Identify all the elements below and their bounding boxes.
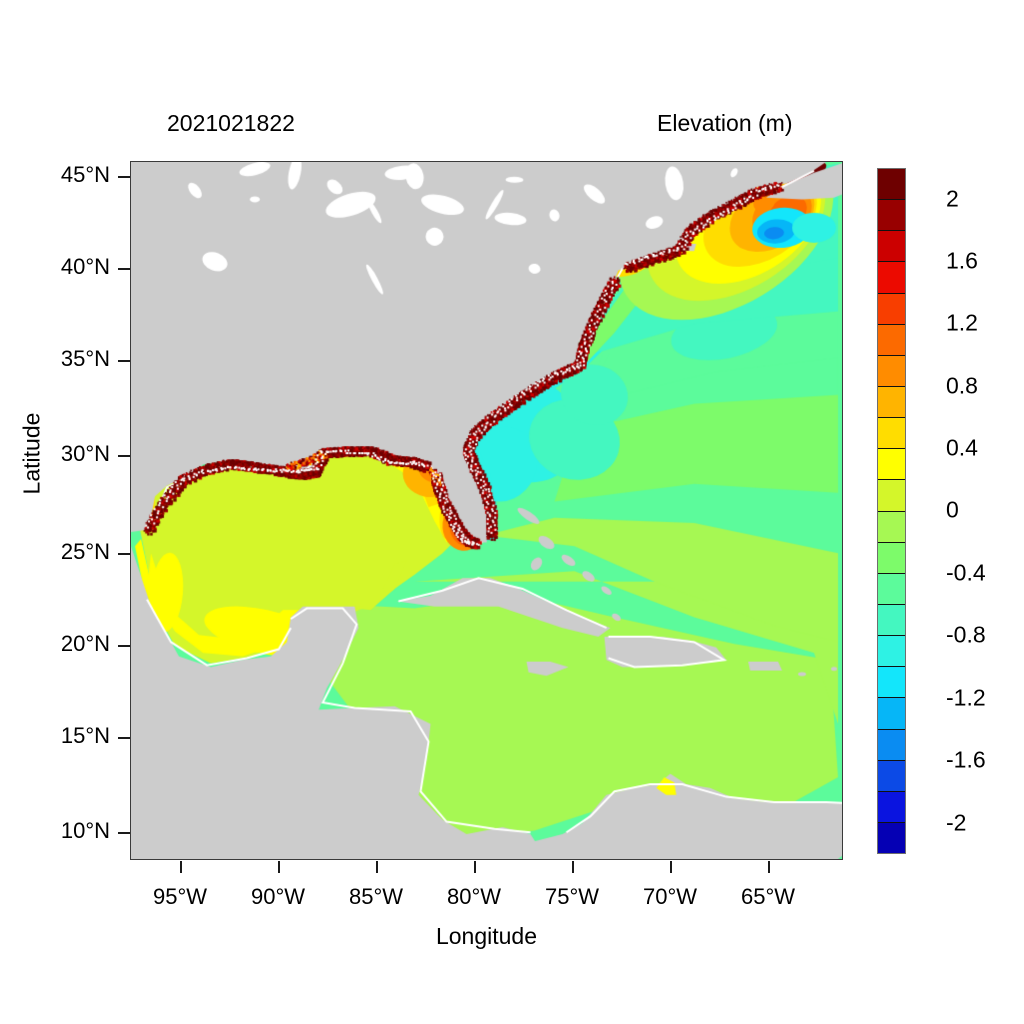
y-tick-label: 45°N [60, 162, 110, 187]
y-tick-label: 25°N [60, 539, 110, 564]
colorbar-swatch [878, 169, 905, 201]
x-tick-mark [474, 861, 476, 873]
y-tick-mark [118, 360, 130, 362]
colorbar-swatch [878, 822, 905, 854]
colorbar [877, 168, 906, 854]
colorbar-swatch [878, 231, 905, 263]
y-tick-label: 30°N [60, 441, 110, 466]
map-title: 2021021822 [167, 110, 295, 136]
colorbar-swatch [878, 667, 905, 699]
y-tick-mark [118, 553, 130, 555]
x-tick-label: 85°W [348, 884, 404, 909]
colorbar-swatch [878, 636, 905, 668]
y-tick-label: 20°N [60, 631, 110, 656]
y-tick-mark [118, 268, 130, 270]
elevation-heatmap-canvas [131, 162, 842, 859]
colorbar-swatch [878, 791, 905, 823]
y-tick-label: 35°N [60, 346, 110, 371]
colorbar-swatch [878, 293, 905, 325]
colorbar-swatch [878, 760, 905, 792]
y-tick-mark [118, 176, 130, 178]
colorbar-tick-label: 1.2 [946, 309, 978, 336]
x-tick-label: 90°W [250, 884, 306, 909]
colorbar-tick-label: -1.6 [946, 746, 986, 773]
colorbar-tick-label: -0.8 [946, 621, 986, 648]
colorbar-swatch [878, 200, 905, 232]
y-axis-label: Latitude [18, 412, 45, 495]
y-tick-mark [118, 455, 130, 457]
y-tick-mark [118, 737, 130, 739]
colorbar-swatch [878, 418, 905, 450]
x-tick-mark [572, 861, 574, 873]
colorbar-swatch [878, 698, 905, 730]
colorbar-tick-label: 2 [946, 185, 959, 212]
x-tick-label: 80°W [446, 884, 502, 909]
x-tick-mark [768, 861, 770, 873]
y-tick-label: 15°N [60, 723, 110, 748]
colorbar-tick-label: -0.4 [946, 559, 986, 586]
colorbar-tick-label: 1.6 [946, 247, 978, 274]
colorbar-tick-label: 0 [946, 496, 959, 523]
colorbar-tick-label: -1.2 [946, 684, 986, 711]
x-tick-mark [278, 861, 280, 873]
x-axis-label: Longitude [435, 923, 538, 949]
y-tick-label: 10°N [60, 818, 110, 843]
y-tick-mark [118, 645, 130, 647]
x-tick-label: 95°W [152, 884, 208, 909]
y-tick-mark [118, 832, 130, 834]
colorbar-swatch [878, 573, 905, 605]
x-tick-mark [180, 861, 182, 873]
colorbar-swatch [878, 511, 905, 543]
map-plot-area [130, 161, 843, 860]
x-tick-mark [376, 861, 378, 873]
y-tick-label: 40°N [60, 254, 110, 279]
colorbar-swatch [878, 449, 905, 481]
x-tick-label: 75°W [544, 884, 600, 909]
x-tick-label: 70°W [642, 884, 698, 909]
x-tick-label: 65°W [740, 884, 796, 909]
colorbar-swatch [878, 386, 905, 419]
x-tick-mark [670, 861, 672, 873]
colorbar-tick-label: 0.8 [946, 372, 978, 399]
colorbar-swatch [878, 604, 905, 637]
colorbar-tick-label: -2 [946, 809, 967, 836]
colorbar-swatch [878, 480, 905, 512]
colorbar-swatch [878, 729, 905, 761]
colorbar-swatch [878, 324, 905, 356]
colorbar-tick-label: 0.4 [946, 434, 978, 461]
colorbar-title: Elevation (m) [657, 110, 793, 136]
colorbar-swatch [878, 542, 905, 574]
colorbar-swatch [878, 262, 905, 294]
colorbar-swatch [878, 355, 905, 387]
